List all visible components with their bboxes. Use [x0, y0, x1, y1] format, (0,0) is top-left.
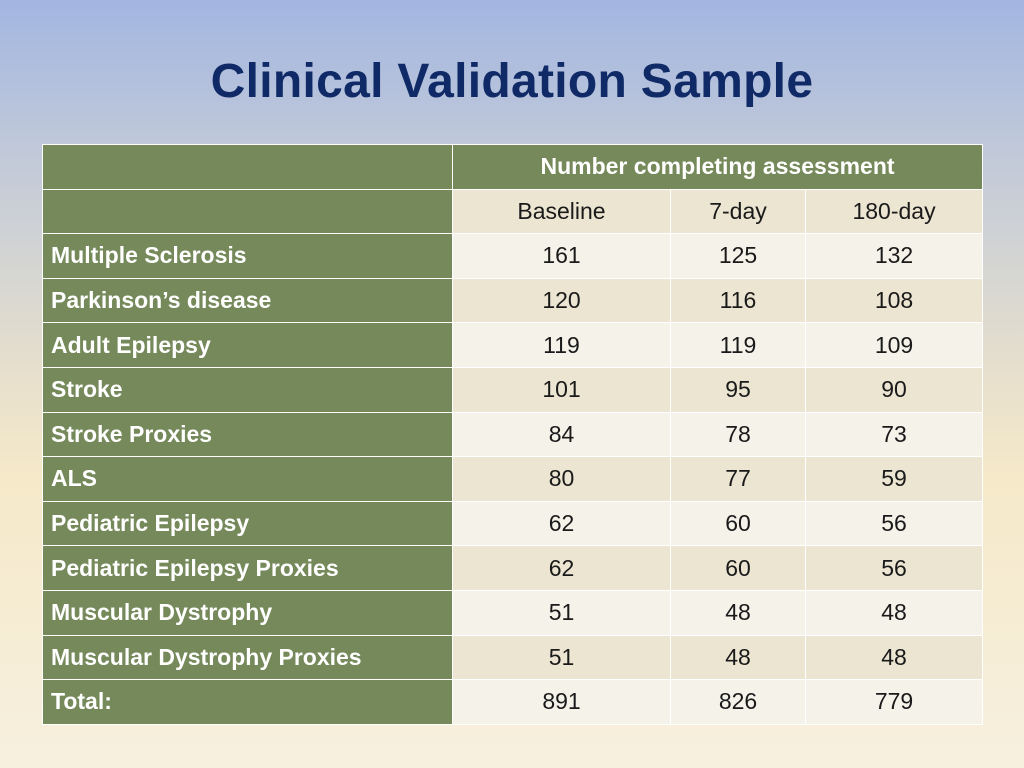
- cell-baseline: 84: [452, 411, 671, 458]
- row-label: Muscular Dystrophy Proxies: [42, 634, 453, 681]
- cell-7-day: 78: [670, 411, 806, 458]
- cell-180-day: 56: [804, 545, 984, 591]
- cell-baseline: 80: [452, 456, 671, 502]
- row-label: ALS: [42, 456, 453, 502]
- row-label-total: Total:: [42, 679, 453, 725]
- cell-180-day: 59: [804, 456, 984, 502]
- slide-title: Clinical Validation Sample: [210, 55, 814, 108]
- column-header-baseline: Baseline: [452, 188, 671, 235]
- cell-7-day: 60: [670, 545, 806, 591]
- cell-7-day: 48: [670, 589, 806, 636]
- cell-7-day: 116: [670, 277, 806, 324]
- table-group-header-row: Number completing assessment: [42, 144, 984, 190]
- cell-baseline: 891: [452, 679, 671, 725]
- cell-7-day: 60: [670, 500, 806, 547]
- table-row: Adult Epilepsy 119 119 109: [42, 322, 984, 368]
- cell-180-day: 48: [804, 634, 984, 681]
- column-header-7-day: 7-day: [670, 188, 806, 235]
- cell-baseline: 62: [452, 500, 671, 547]
- group-header: Number completing assessment: [451, 144, 984, 190]
- cell-180-day: 109: [804, 322, 984, 368]
- cell-180-day: 48: [804, 589, 984, 636]
- cell-7-day: 77: [670, 456, 806, 502]
- cell-7-day: 119: [670, 322, 806, 368]
- row-label: Muscular Dystrophy: [42, 589, 453, 636]
- corner-cell-2: [42, 188, 453, 235]
- cell-180-day: 73: [804, 411, 984, 458]
- row-label: Parkinson’s disease: [42, 277, 453, 324]
- cell-180-day: 90: [804, 366, 984, 413]
- row-label: Pediatric Epilepsy: [42, 500, 453, 547]
- cell-7-day: 95: [670, 366, 806, 413]
- cell-baseline: 161: [452, 233, 671, 279]
- table-row: Muscular Dystrophy Proxies 51 48 48: [42, 634, 984, 681]
- cell-180-day: 108: [804, 277, 984, 324]
- cell-baseline: 62: [452, 545, 671, 591]
- table-row: ALS 80 77 59: [42, 456, 984, 502]
- column-header-180-day: 180-day: [804, 188, 984, 235]
- cell-baseline: 51: [452, 589, 671, 636]
- table-row: Stroke 101 95 90: [42, 366, 984, 413]
- corner-cell: [42, 144, 453, 190]
- row-label: Adult Epilepsy: [42, 322, 453, 368]
- table-row: Multiple Sclerosis 161 125 132: [42, 233, 984, 279]
- cell-180-day: 56: [804, 500, 984, 547]
- cell-180-day: 779: [804, 679, 984, 725]
- table-row: Muscular Dystrophy 51 48 48: [42, 589, 984, 636]
- row-label: Pediatric Epilepsy Proxies: [42, 545, 453, 591]
- cell-baseline: 120: [452, 277, 671, 324]
- table-column-header-row: Baseline 7-day 180-day: [42, 188, 984, 235]
- row-label: Stroke Proxies: [42, 411, 453, 458]
- cell-7-day: 826: [670, 679, 806, 725]
- cell-7-day: 48: [670, 634, 806, 681]
- table-total-row: Total: 891 826 779: [42, 679, 984, 725]
- cell-baseline: 119: [452, 322, 671, 368]
- table-row: Pediatric Epilepsy Proxies 62 60 56: [42, 545, 984, 591]
- assessment-table: Number completing assessment Baseline 7-…: [42, 144, 984, 725]
- cell-180-day: 132: [804, 233, 984, 279]
- table-row: Stroke Proxies 84 78 73: [42, 411, 984, 458]
- table-row: Parkinson’s disease 120 116 108: [42, 277, 984, 324]
- row-label: Stroke: [42, 366, 453, 413]
- row-label: Multiple Sclerosis: [42, 233, 453, 279]
- table-row: Pediatric Epilepsy 62 60 56: [42, 500, 984, 547]
- cell-baseline: 51: [452, 634, 671, 681]
- cell-baseline: 101: [452, 366, 671, 413]
- cell-7-day: 125: [670, 233, 806, 279]
